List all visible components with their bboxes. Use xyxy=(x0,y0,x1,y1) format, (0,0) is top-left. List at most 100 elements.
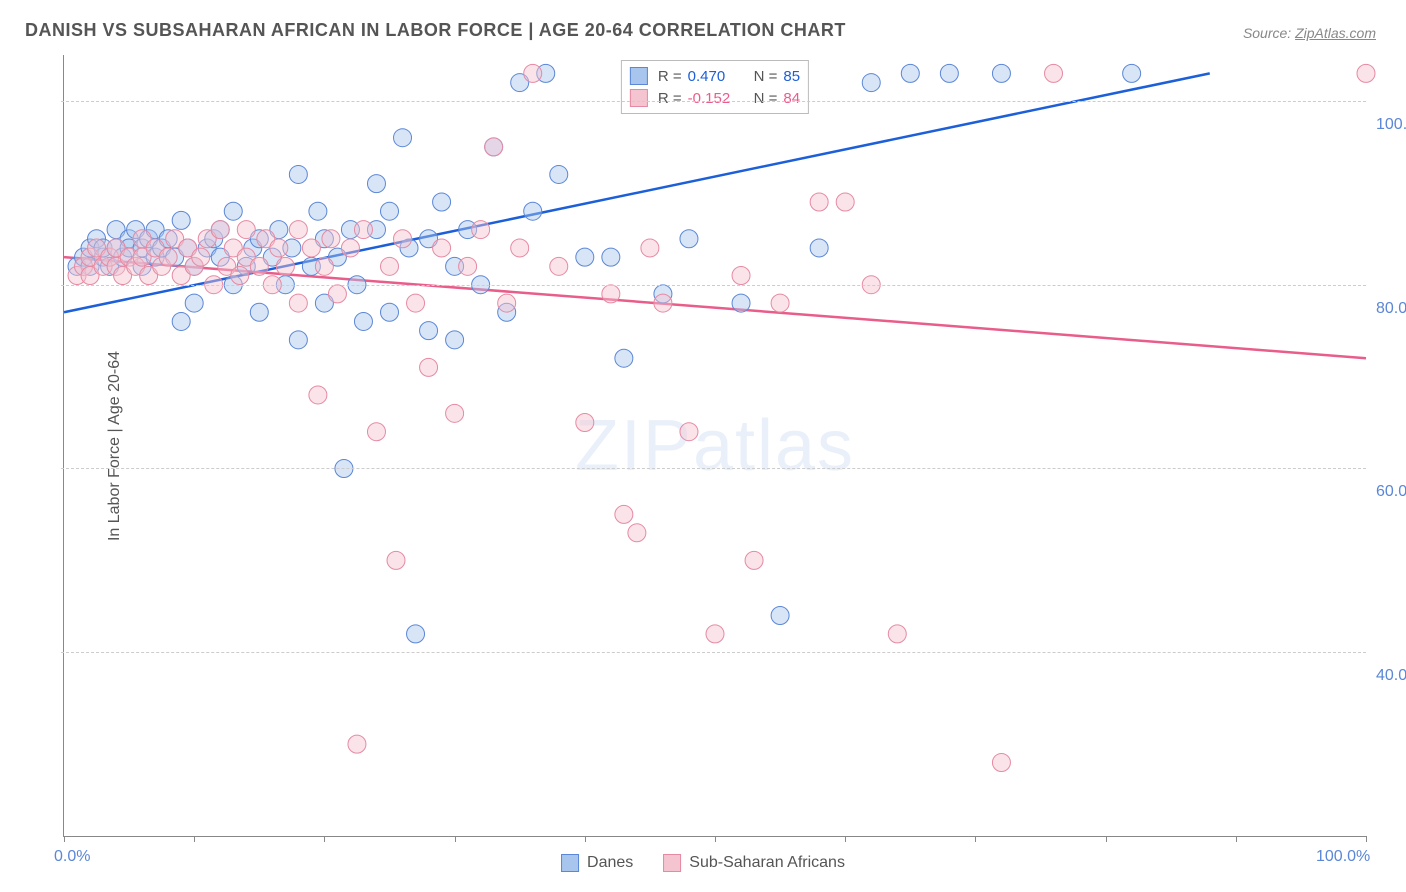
source-label: Source: xyxy=(1243,25,1295,41)
data-point xyxy=(302,239,320,257)
data-point xyxy=(211,221,229,239)
x-tick xyxy=(715,836,716,842)
x-tick-label: 0.0% xyxy=(54,848,90,866)
data-point xyxy=(862,74,880,92)
data-point xyxy=(394,129,412,147)
correlation-row: R = 0.470 N = 85 xyxy=(630,65,800,87)
data-point xyxy=(602,248,620,266)
data-point xyxy=(485,138,503,156)
data-point xyxy=(992,753,1010,771)
data-point xyxy=(992,64,1010,82)
y-tick-label: 40.0% xyxy=(1376,667,1406,685)
data-point xyxy=(615,505,633,523)
gridline xyxy=(61,652,1366,653)
data-point xyxy=(732,294,750,312)
data-point xyxy=(602,285,620,303)
data-point xyxy=(654,294,672,312)
data-point xyxy=(309,202,327,220)
data-point xyxy=(387,551,405,569)
data-point xyxy=(550,257,568,275)
data-point xyxy=(745,551,763,569)
data-point xyxy=(459,257,477,275)
data-point xyxy=(550,165,568,183)
data-point xyxy=(289,165,307,183)
data-point xyxy=(381,202,399,220)
y-tick-label: 100.0% xyxy=(1376,116,1406,134)
data-point xyxy=(309,386,327,404)
data-point xyxy=(524,64,542,82)
n-label: N = xyxy=(754,90,778,107)
r-label: R = xyxy=(658,68,682,85)
data-point xyxy=(315,257,333,275)
source-credit: Source: ZipAtlas.com xyxy=(1243,25,1376,41)
data-point xyxy=(341,239,359,257)
data-point xyxy=(680,230,698,248)
correlation-row: R = -0.152 N = 84 xyxy=(630,87,800,109)
data-point xyxy=(836,193,854,211)
data-point xyxy=(381,303,399,321)
data-point xyxy=(172,211,190,229)
data-point xyxy=(576,248,594,266)
data-point xyxy=(420,322,438,340)
data-point xyxy=(511,239,529,257)
x-tick xyxy=(1236,836,1237,842)
data-point xyxy=(367,423,385,441)
x-tick-label: 100.0% xyxy=(1316,848,1370,866)
n-label: N = xyxy=(754,68,778,85)
legend-swatch-subsaharan xyxy=(663,854,681,872)
data-point xyxy=(1357,64,1375,82)
correlation-legend: R = 0.470 N = 85 R = -0.152 N = 84 xyxy=(621,60,809,114)
r-value: -0.152 xyxy=(688,90,748,107)
series-legend: Danes Sub-Saharan Africans xyxy=(561,854,845,872)
data-point xyxy=(680,423,698,441)
x-tick xyxy=(1366,836,1367,842)
source-link[interactable]: ZipAtlas.com xyxy=(1295,25,1376,41)
gridline xyxy=(61,101,1366,102)
data-point xyxy=(433,239,451,257)
x-tick xyxy=(1106,836,1107,842)
data-point xyxy=(472,221,490,239)
data-point xyxy=(250,303,268,321)
data-point xyxy=(354,312,372,330)
data-point xyxy=(615,349,633,367)
data-point xyxy=(420,358,438,376)
data-point xyxy=(289,331,307,349)
data-point xyxy=(1045,64,1063,82)
legend-item-subsaharan: Sub-Saharan Africans xyxy=(663,854,845,872)
x-tick xyxy=(64,836,65,842)
data-point xyxy=(810,239,828,257)
data-point xyxy=(407,294,425,312)
data-point xyxy=(706,625,724,643)
data-point xyxy=(446,404,464,422)
data-point xyxy=(771,606,789,624)
data-point xyxy=(348,735,366,753)
data-point xyxy=(446,331,464,349)
n-value: 85 xyxy=(783,68,800,85)
scatter-svg xyxy=(64,55,1366,836)
data-point xyxy=(237,221,255,239)
x-tick xyxy=(975,836,976,842)
corr-swatch xyxy=(630,67,648,85)
data-point xyxy=(224,202,242,220)
data-point xyxy=(322,230,340,248)
legend-label-subsaharan: Sub-Saharan Africans xyxy=(689,854,845,872)
data-point xyxy=(381,257,399,275)
y-tick-label: 60.0% xyxy=(1376,483,1406,501)
gridline xyxy=(61,468,1366,469)
r-value: 0.470 xyxy=(688,68,748,85)
legend-item-danes: Danes xyxy=(561,854,633,872)
data-point xyxy=(276,257,294,275)
data-point xyxy=(810,193,828,211)
data-point xyxy=(641,239,659,257)
data-point xyxy=(185,294,203,312)
r-label: R = xyxy=(658,90,682,107)
data-point xyxy=(394,230,412,248)
chart-plot-area: ZIPatlas R = 0.470 N = 85 R = -0.152 N =… xyxy=(63,55,1366,837)
data-point xyxy=(172,312,190,330)
chart-title: DANISH VS SUBSAHARAN AFRICAN IN LABOR FO… xyxy=(25,20,846,41)
x-tick xyxy=(194,836,195,842)
data-point xyxy=(498,294,516,312)
data-point xyxy=(901,64,919,82)
legend-label-danes: Danes xyxy=(587,854,633,872)
data-point xyxy=(407,625,425,643)
